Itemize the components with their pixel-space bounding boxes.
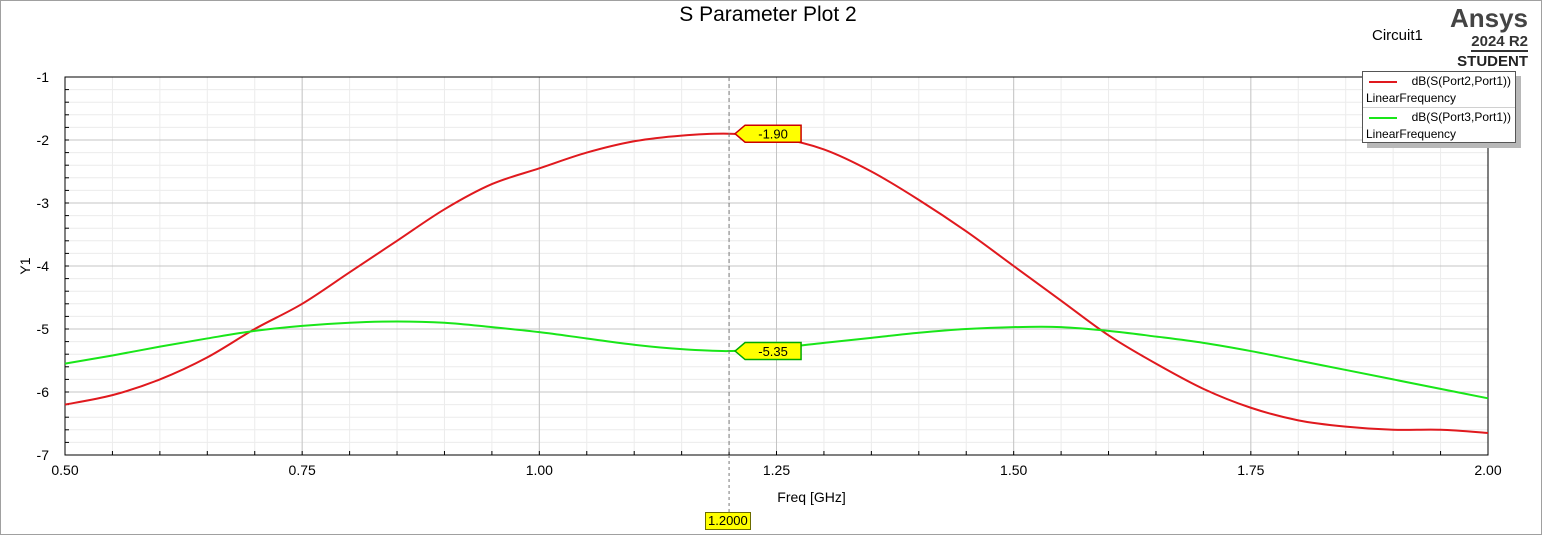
x-tick-label: 1.00: [526, 462, 553, 478]
brand-version: 2024 R2: [1471, 33, 1528, 52]
x-tick-label: 1.75: [1237, 462, 1264, 478]
marker-label-s31: -5.35: [733, 341, 802, 361]
x-tick-label: 0.75: [289, 462, 316, 478]
legend-sweep-name: LinearFrequency: [1366, 127, 1457, 141]
chart-title: S Parameter Plot 2: [679, 3, 857, 26]
x-tick-label: 0.50: [51, 462, 78, 478]
y-tick-label: -4: [37, 258, 50, 274]
legend-entry-s31[interactable]: dB(S(Port3,Port1)) LinearFrequency: [1363, 108, 1515, 143]
y-tick-label: -5: [37, 321, 50, 337]
marker-value: -1.90: [758, 127, 788, 142]
legend-entry-s21[interactable]: dB(S(Port2,Port1)) LinearFrequency: [1363, 72, 1515, 108]
marker-tag: [733, 124, 802, 143]
marker-x-readout[interactable]: 1.2000: [705, 512, 751, 530]
y-axis-label: Y1: [17, 257, 33, 274]
x-tick-label: 1.50: [1000, 462, 1027, 478]
y-tick-label: -3: [37, 195, 50, 211]
brand-edition: STUDENT: [1457, 53, 1528, 70]
x-tick-label: 2.00: [1474, 462, 1501, 478]
y-tick-label: -1: [37, 69, 50, 85]
circuit-name: Circuit1: [1372, 27, 1423, 44]
marker-tag: [733, 341, 802, 361]
brand-name: Ansys: [1449, 3, 1528, 33]
ansys-logo: Ansys 2024 R2 STUDENT: [1440, 3, 1528, 72]
x-axis-label: Freq [GHz]: [777, 489, 845, 505]
legend[interactable]: dB(S(Port2,Port1)) LinearFrequency dB(S(…: [1362, 71, 1516, 143]
y-tick-label: -7: [37, 447, 50, 463]
legend-line-s31: [1369, 117, 1397, 119]
legend-series-name: dB(S(Port2,Port1)): [1411, 74, 1511, 88]
legend-line-s21: [1369, 81, 1397, 83]
x-tick-label: 1.25: [763, 462, 790, 478]
marker-value: -5.35: [758, 344, 788, 359]
marker-label-s21: -1.90: [733, 124, 802, 143]
legend-sweep-name: LinearFrequency: [1366, 91, 1457, 105]
y-tick-label: -6: [37, 384, 50, 400]
legend-series-name: dB(S(Port3,Port1)): [1411, 110, 1511, 124]
y-tick-label: -2: [37, 132, 50, 148]
